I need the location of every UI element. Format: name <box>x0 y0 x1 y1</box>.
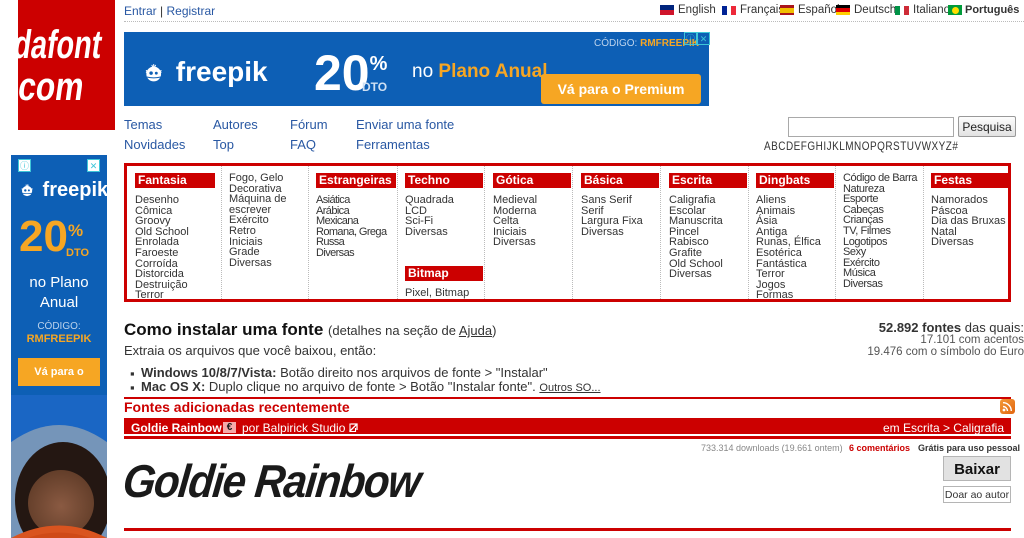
svg-text:.com: .com <box>18 64 87 109</box>
svg-text:dafont: dafont <box>18 22 105 67</box>
